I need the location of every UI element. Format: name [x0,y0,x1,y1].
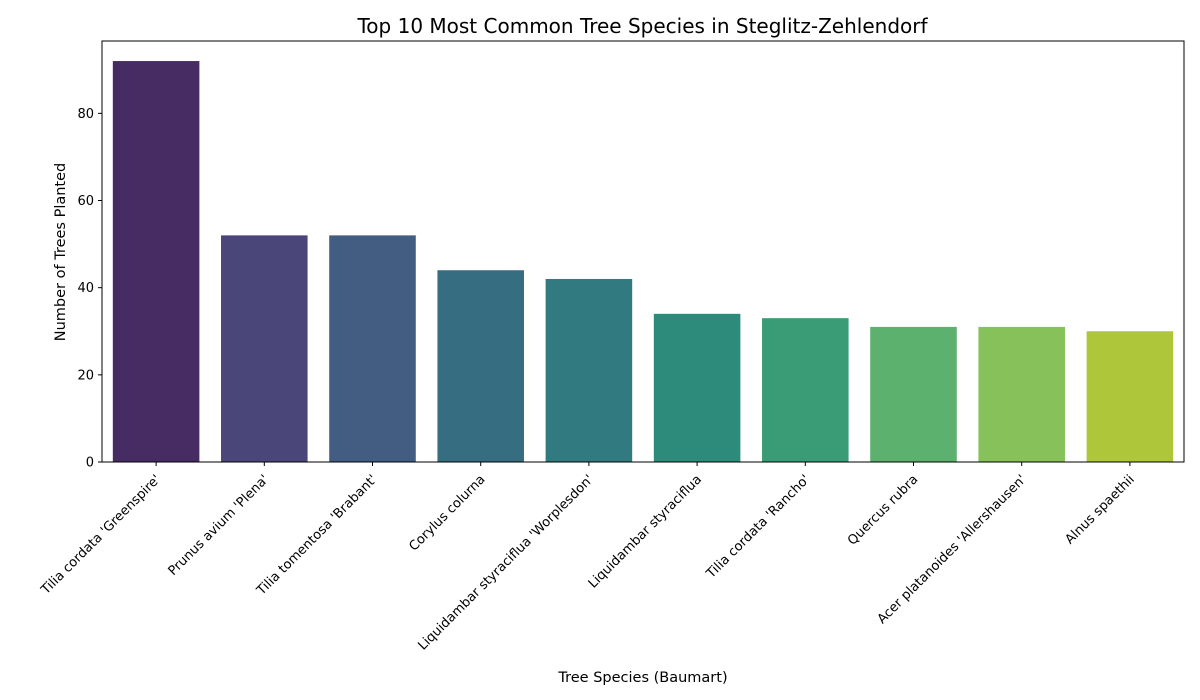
bar-3 [329,235,416,462]
x-tick-label: Tilia cordata 'Rancho' [703,472,813,582]
x-tick-label: Alnus spaethii [1062,472,1137,547]
bar-2 [221,235,308,462]
x-tick-label: Prunus avium 'Plena' [166,472,273,579]
bar-1 [112,61,200,463]
x-axis-label: Tree Species (Baumart) [557,670,727,686]
bar-7 [762,318,849,462]
bar-9 [978,326,1065,462]
x-tick-label: Quercus rubra [845,472,921,548]
bar-6 [653,313,741,462]
chart-title: Top 10 Most Common Tree Species in Stegl… [356,14,928,38]
x-tick-label: Corylus colurna [406,472,488,554]
x-tick-label: Tilia tomentosa 'Brabant' [254,472,381,599]
x-tick-label: Liquidambar styraciflua [586,472,705,591]
x-axis-ticks: Tilia cordata 'Greenspire' Prunus avium '… [38,462,1138,653]
bar-10 [1086,331,1174,462]
y-tick-label: 20 [77,368,94,383]
x-tick-label: Liquidambar styraciflua 'Worplesdon' [415,472,596,653]
y-axis-ticks: 0 20 40 60 80 [77,107,102,471]
y-tick-label: 0 [86,456,94,471]
y-tick-label: 40 [77,281,94,296]
bar-8 [870,326,957,462]
plot-frame [101,40,1185,463]
bars-layer [112,61,1174,463]
bar-5 [545,278,633,462]
y-tick-label: 80 [77,107,94,122]
axes-layer [101,40,1185,463]
x-tick-label: Tilia cordata 'Greenspire' [38,472,164,598]
bar-4 [437,270,524,462]
y-tick-label: 60 [77,194,94,209]
y-axis-label: Number of Trees Planted [53,163,69,341]
